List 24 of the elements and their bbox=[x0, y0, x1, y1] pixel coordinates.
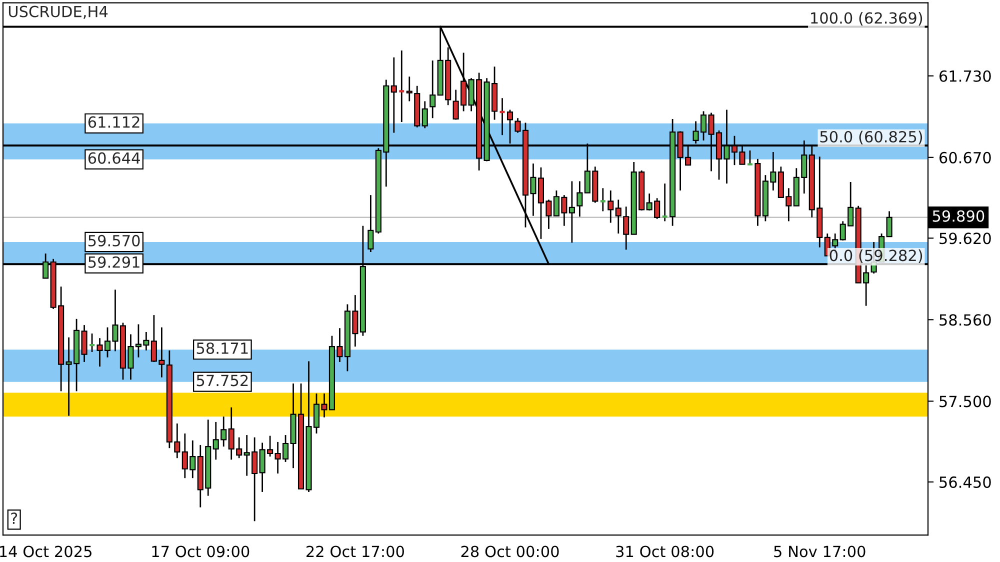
x-tick-label: 22 Oct 17:00 bbox=[306, 546, 404, 558]
y-tick-label: 61.730 bbox=[939, 70, 991, 82]
annotation: 59.570 bbox=[88, 234, 140, 246]
x-tick-label: 14 Oct 2025 bbox=[0, 546, 92, 558]
ref-line-label: 100.0 (62.369) bbox=[811, 12, 922, 26]
y-tick-label: 57.500 bbox=[940, 396, 991, 408]
ref-line-label: 50.0 (60.825) bbox=[820, 130, 922, 144]
annotation: 58.171 bbox=[196, 342, 248, 354]
y-tick-label: 56.450 bbox=[940, 476, 991, 488]
annotation: 60.644 bbox=[88, 152, 140, 164]
annotation: 61.112 bbox=[88, 116, 140, 128]
y-tick-label: 59.620 bbox=[940, 232, 991, 244]
text: ? bbox=[11, 512, 18, 524]
x-tick-label: 17 Oct 09:00 bbox=[152, 546, 250, 558]
y-tick-label: 58.560 bbox=[940, 314, 991, 326]
annotation: 59.291 bbox=[88, 256, 140, 268]
ref-line-label: 0.0 (59.282) bbox=[830, 249, 922, 263]
x-tick-label: 5 Nov 17:00 bbox=[774, 546, 866, 558]
annotation: 57.752 bbox=[196, 374, 248, 386]
x-tick-label: 31 Oct 08:00 bbox=[616, 546, 714, 558]
chart-title: USCRUDE,H4 bbox=[8, 6, 108, 19]
ref-line-label: 59.890 bbox=[932, 210, 984, 222]
y-tick-label: 60.670 bbox=[939, 152, 991, 164]
x-tick-label: 28 Oct 00:00 bbox=[461, 546, 559, 558]
